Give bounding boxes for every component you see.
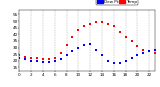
Point — [107, 23, 109, 24]
Point — [36, 57, 38, 59]
Point — [142, 50, 145, 51]
Point — [107, 60, 109, 61]
Point — [130, 57, 133, 59]
Point — [154, 50, 156, 51]
Point — [53, 60, 56, 61]
Point — [59, 52, 62, 54]
Point — [24, 56, 26, 58]
Point — [148, 51, 151, 52]
Point — [136, 46, 139, 47]
Point — [83, 26, 86, 27]
Point — [30, 57, 32, 59]
Point — [59, 59, 62, 60]
Point — [89, 43, 91, 44]
Point — [136, 55, 139, 56]
Point — [48, 61, 50, 63]
Point — [142, 52, 145, 54]
Point — [65, 44, 68, 46]
Point — [112, 63, 115, 64]
Point — [101, 55, 103, 56]
Point — [24, 59, 26, 60]
Point — [112, 26, 115, 27]
Point — [71, 36, 74, 38]
Point — [30, 60, 32, 61]
Point — [118, 31, 121, 32]
Point — [101, 22, 103, 23]
Point — [42, 59, 44, 60]
Point — [53, 57, 56, 59]
Point — [77, 30, 80, 31]
Point — [65, 55, 68, 56]
Point — [77, 47, 80, 48]
Legend: Dew Pt, Temp: Dew Pt, Temp — [96, 0, 138, 5]
Point — [124, 60, 127, 61]
Point — [148, 51, 151, 52]
Point — [118, 63, 121, 64]
Point — [95, 22, 97, 23]
Point — [18, 57, 20, 59]
Point — [83, 44, 86, 46]
Point — [42, 61, 44, 63]
Point — [124, 36, 127, 38]
Point — [89, 23, 91, 24]
Point — [48, 59, 50, 60]
Point — [36, 60, 38, 61]
Point — [154, 52, 156, 54]
Point — [95, 50, 97, 51]
Point — [130, 40, 133, 42]
Point — [18, 55, 20, 56]
Point — [71, 51, 74, 52]
